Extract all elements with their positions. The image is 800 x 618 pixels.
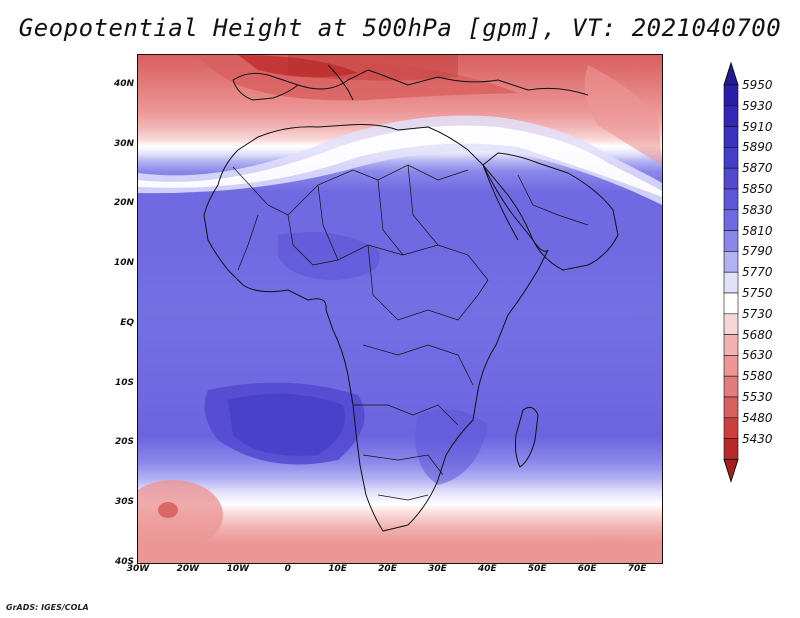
colorbar-swatch (723, 438, 739, 460)
colorbar-level-label: 5950 (742, 78, 773, 92)
lon-tick-label: 50E (527, 564, 547, 574)
colorbar-level-label: 5580 (742, 369, 773, 384)
colorbar-swatch (723, 313, 739, 335)
colorbar-swatch (723, 188, 739, 211)
colorbar-level-label: 5530 (742, 390, 773, 404)
lat-tick-label: 10S (114, 377, 134, 388)
arabia-coastline (482, 152, 619, 271)
colorbar-level-label: 5810 (742, 223, 773, 238)
ridge-east-shading (584, 65, 662, 165)
ridge-core-shading (238, 55, 358, 78)
lat-tick-label: 10N (113, 258, 134, 269)
italy-coastline (327, 64, 354, 101)
colorbar-level-label: 5870 (742, 161, 773, 176)
colorbar-level-label: 5630 (742, 348, 773, 363)
lat-tick-label: 20S (114, 437, 134, 448)
lat-tick-label: 30N (113, 138, 134, 149)
lon-tick-label: 60E (577, 564, 597, 574)
colorbar-swatch (723, 334, 739, 356)
lat-tick-label: EQ (120, 317, 134, 328)
lon-tick-label: 40E (477, 564, 497, 574)
lon-tick-label: 20E (378, 564, 397, 574)
border-line (377, 494, 429, 501)
colorbar-level-label: 5730 (742, 306, 773, 321)
colorbar-bottom-arrow (723, 458, 739, 484)
lon-tick-label: 70E (627, 564, 647, 574)
border-line (517, 174, 589, 226)
lon-tick-label: 0 (284, 564, 291, 574)
border-line (362, 344, 474, 386)
colorbar-level-label: 5770 (742, 265, 773, 280)
madagascar-coastline (515, 406, 539, 468)
border-line (232, 164, 469, 216)
trough-core-shading (158, 502, 178, 518)
colorbar-swatch (723, 251, 739, 273)
colorbar-swatch (723, 375, 739, 398)
map-panel (137, 54, 663, 564)
colorbar-swatch (723, 292, 739, 315)
border-line (367, 244, 489, 321)
red-sea-coastline (482, 164, 519, 241)
colorbar-swatch (723, 271, 739, 294)
lon-tick-label: 10W (226, 564, 250, 574)
colorbar-level-label: 5930 (742, 98, 773, 113)
colorbar-level-label: 5830 (742, 202, 773, 217)
lat-tick-label: 30S (114, 497, 134, 508)
lat-tick-label: 20N (113, 198, 134, 209)
colorbar-level-label: 5480 (742, 410, 773, 425)
high-north-africa-shading (278, 232, 380, 280)
colorbar-swatch (723, 355, 739, 377)
colorbar-swatch (723, 209, 739, 231)
country-borders (232, 164, 589, 501)
high-core-shading (228, 393, 346, 456)
lat-tick-label: 40N (113, 78, 134, 89)
colorbar-top-arrow (723, 61, 739, 86)
border-line (353, 404, 459, 426)
europe-coastline (232, 69, 589, 96)
border-line (317, 184, 339, 261)
trough-southeast-shading (548, 540, 662, 563)
colorbar-swatch (723, 126, 739, 148)
ridge-line-shading (138, 125, 662, 197)
colorbar-level-label: 5790 (742, 244, 773, 259)
border-line (377, 179, 404, 256)
lon-tick-label: 20W (176, 564, 200, 574)
colorbar-swatch (723, 396, 739, 419)
colorbar-swatch (723, 147, 739, 169)
border-line (237, 214, 259, 271)
africa-coastline (203, 124, 549, 532)
lon-tick-label: 30E (428, 564, 447, 574)
colorbar-level-label: 5890 (742, 140, 773, 155)
lon-tick-label: 30W (126, 564, 150, 574)
map-title: Geopotential Height at 500hPa [gpm], VT:… (18, 14, 782, 42)
colorbar-swatch (723, 230, 739, 252)
colorbar-swatch (723, 105, 739, 127)
map-canvas (138, 55, 662, 563)
trough-southwest-shading (138, 480, 223, 550)
credit-label: GrADS: IGES/COLA (6, 603, 89, 612)
colorbar-swatch (723, 417, 739, 439)
high-south-africa-shading (415, 409, 488, 485)
colorbar-level-label: 5680 (742, 327, 773, 342)
coastlines (203, 64, 619, 532)
colorbar-level-label: 5750 (742, 286, 773, 300)
colorbar-level-label: 5910 (742, 119, 773, 134)
ridge-north-shading (288, 55, 458, 81)
colorbar-swatch (723, 84, 739, 107)
iberia-coastline (232, 79, 299, 101)
lat-tick-label: 40S (114, 557, 134, 567)
colorbar-level-label: 5850 (742, 182, 773, 196)
lon-tick-label: 10E (328, 564, 347, 574)
border-line (407, 164, 439, 246)
colorbar-swatch (723, 167, 739, 190)
border-line (362, 454, 444, 476)
colorbar-level-label: 5430 (742, 431, 773, 446)
